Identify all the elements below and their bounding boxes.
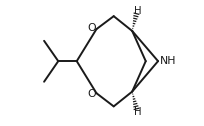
- Text: O: O: [88, 23, 96, 33]
- Text: NH: NH: [160, 56, 177, 66]
- Text: H: H: [134, 7, 142, 17]
- Text: O: O: [88, 89, 96, 99]
- Text: H: H: [134, 107, 142, 117]
